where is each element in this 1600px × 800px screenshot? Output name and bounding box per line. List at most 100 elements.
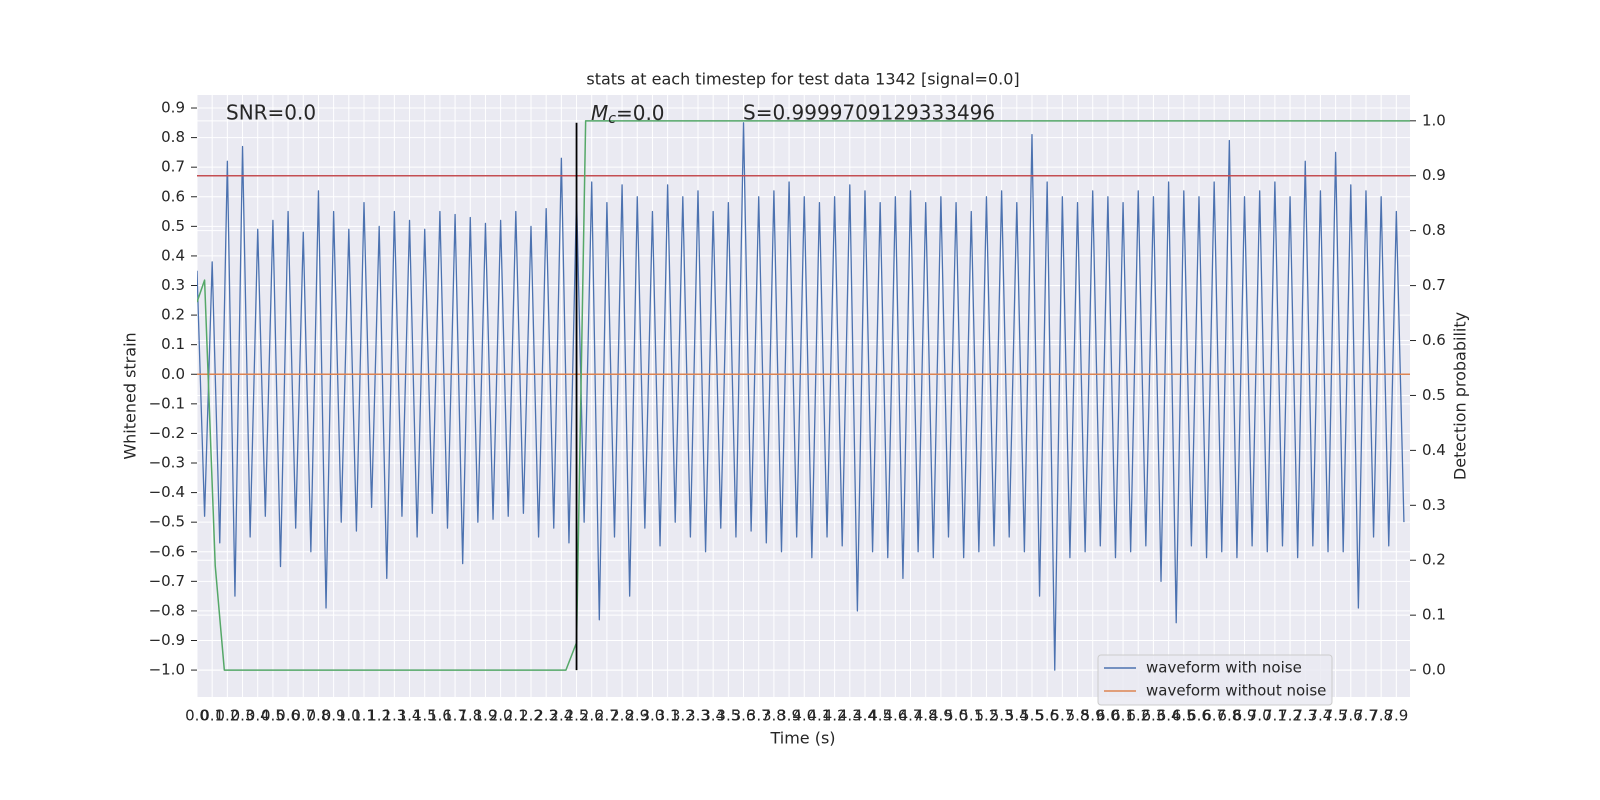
x-tick-label: 3.4 bbox=[701, 707, 725, 725]
x-tick-label: 7.6 bbox=[1339, 707, 1363, 725]
x-tick-label: 3.0 bbox=[641, 707, 665, 725]
y2-tick-label: 0.7 bbox=[1422, 276, 1446, 294]
y-tick-label: −0.3 bbox=[149, 454, 185, 472]
x-tick-label: 1.6 bbox=[428, 707, 452, 725]
x-tick-label: 7.4 bbox=[1308, 707, 1332, 725]
x-tick-label: 7.1 bbox=[1263, 707, 1287, 725]
x-tick-label: 0.9 bbox=[322, 707, 346, 725]
x-tick-label: 4.5 bbox=[868, 707, 892, 725]
x-axis-label: Time (s) bbox=[769, 729, 835, 748]
x-tick-label: 2.7 bbox=[595, 707, 619, 725]
y-tick-label: 0.4 bbox=[161, 246, 185, 264]
y-tick-label: 0.5 bbox=[161, 217, 185, 235]
x-tick-label: 0.4 bbox=[246, 707, 270, 725]
x-tick-label: 1.4 bbox=[398, 707, 422, 725]
x-tick-label: 6.2 bbox=[1126, 707, 1150, 725]
y-tick-label: 0.9 bbox=[161, 99, 185, 117]
x-tick-label: 4.1 bbox=[808, 707, 832, 725]
x-tick-label: 3.8 bbox=[762, 707, 786, 725]
y-tick-label: 0.6 bbox=[161, 187, 185, 205]
x-tick-label: 6.6 bbox=[1187, 707, 1211, 725]
x-tick-label: 2.4 bbox=[549, 707, 573, 725]
x-tick-label: 5.2 bbox=[975, 707, 999, 725]
legend-label: waveform with noise bbox=[1146, 659, 1302, 677]
annotation-symbol: M bbox=[591, 101, 608, 125]
x-tick-label: 4.8 bbox=[914, 707, 938, 725]
y-tick-label: −0.7 bbox=[149, 572, 185, 590]
y-tick-label: −0.6 bbox=[149, 542, 185, 560]
x-tick-label: 4.7 bbox=[899, 707, 923, 725]
x-tick-label: 6.3 bbox=[1142, 707, 1166, 725]
x-tick-label: 5.7 bbox=[1050, 707, 1074, 725]
annotation-subscript: c bbox=[608, 111, 616, 127]
x-tick-label: 5.9 bbox=[1081, 707, 1105, 725]
x-tick-label: 1.7 bbox=[443, 707, 467, 725]
x-tick-label: 7.3 bbox=[1293, 707, 1317, 725]
x-tick-label: 5.0 bbox=[944, 707, 968, 725]
x-tick-label: 4.3 bbox=[838, 707, 862, 725]
x-tick-label: 6.4 bbox=[1157, 707, 1181, 725]
x-tick-label: 3.7 bbox=[747, 707, 771, 725]
series-line bbox=[197, 122, 1405, 671]
y2-tick-label: 0.6 bbox=[1422, 331, 1446, 349]
y2-tick-label: 0.1 bbox=[1422, 606, 1446, 624]
x-tick-label: 1.3 bbox=[382, 707, 406, 725]
x-tick-label: 2.1 bbox=[504, 707, 528, 725]
y2-tick-label: 0.8 bbox=[1422, 221, 1446, 239]
x-tick-label: 7.8 bbox=[1369, 707, 1393, 725]
x-tick-label: 5.6 bbox=[1035, 707, 1059, 725]
x-tick-label: 6.9 bbox=[1233, 707, 1257, 725]
x-tick-label: 2.8 bbox=[610, 707, 634, 725]
x-tick-label: 5.1 bbox=[959, 707, 983, 725]
x-tick-label: 0.8 bbox=[307, 707, 331, 725]
x-tick-label: 0.3 bbox=[231, 707, 255, 725]
y-tick-label: −1.0 bbox=[149, 661, 185, 679]
x-tick-label: 5.5 bbox=[1020, 707, 1044, 725]
x-tick-label: 7.7 bbox=[1354, 707, 1378, 725]
y-tick-label: −0.5 bbox=[149, 513, 185, 531]
annotation: S=0.9999709129333496 bbox=[743, 101, 995, 125]
x-tick-label: 0.1 bbox=[200, 707, 224, 725]
x-tick-label: 1.8 bbox=[458, 707, 482, 725]
y-tick-label: −0.9 bbox=[149, 631, 185, 649]
y-tick-label: 0.2 bbox=[161, 306, 185, 324]
probability-line bbox=[197, 120, 1410, 671]
x-tick-label: 2.5 bbox=[565, 707, 589, 725]
y2-tick-label: 0.5 bbox=[1422, 386, 1446, 404]
y-tick-label: 0.3 bbox=[161, 276, 185, 294]
x-tick-label: 6.8 bbox=[1217, 707, 1241, 725]
x-tick-label: 3.5 bbox=[716, 707, 740, 725]
y2-tick-label: 0.9 bbox=[1422, 166, 1446, 184]
y-tick-label: −0.8 bbox=[149, 601, 185, 619]
x-tick-label: 3.9 bbox=[777, 707, 801, 725]
y2-tick-label: 0.0 bbox=[1422, 661, 1446, 679]
y2-tick-label: 0.3 bbox=[1422, 496, 1446, 514]
x-tick-label: 3.3 bbox=[686, 707, 710, 725]
x-tick-label: 4.4 bbox=[853, 707, 877, 725]
x-tick-label: 1.2 bbox=[367, 707, 391, 725]
x-tick-label: 3.2 bbox=[671, 707, 695, 725]
annotation-text: =0.0 bbox=[616, 101, 665, 125]
x-tick-label: 6.0 bbox=[1096, 707, 1120, 725]
x-tick-label: 0.0 bbox=[185, 707, 209, 725]
x-tick-label: 7.2 bbox=[1278, 707, 1302, 725]
x-tick-label: 7.0 bbox=[1248, 707, 1272, 725]
x-tick-label: 4.6 bbox=[883, 707, 907, 725]
x-tick-label: 1.9 bbox=[474, 707, 498, 725]
x-tick-label: 3.1 bbox=[656, 707, 680, 725]
x-tick-label: 0.5 bbox=[261, 707, 285, 725]
x-tick-label: 2.2 bbox=[519, 707, 543, 725]
x-tick-label: 4.9 bbox=[929, 707, 953, 725]
legend-box bbox=[1097, 654, 1333, 706]
x-tick-label: 1.5 bbox=[413, 707, 437, 725]
x-tick-label: 0.2 bbox=[215, 707, 239, 725]
annotation: SNR=0.0 bbox=[226, 101, 316, 125]
x-tick-label: 2.3 bbox=[534, 707, 558, 725]
y2-tick-label: 1.0 bbox=[1422, 111, 1446, 129]
plot-area bbox=[197, 120, 1410, 671]
x-tick-label: 2.9 bbox=[625, 707, 649, 725]
y-tick-label: 0.8 bbox=[161, 128, 185, 146]
annotation: Mc=0.0 bbox=[591, 101, 665, 128]
chart-title: stats at each timestep for test data 134… bbox=[586, 70, 1019, 89]
